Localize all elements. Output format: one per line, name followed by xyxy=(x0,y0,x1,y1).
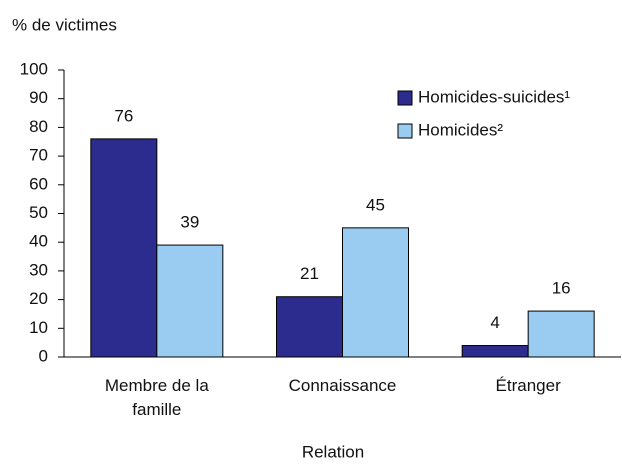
legend-label: Homicides² xyxy=(418,120,503,139)
data-label: 21 xyxy=(300,264,319,283)
data-label: 16 xyxy=(552,279,571,298)
y-tick-label: 60 xyxy=(29,174,48,193)
y-tick-label: 70 xyxy=(29,146,48,165)
y-tick-label: 90 xyxy=(29,88,48,107)
legend-label: Homicides-suicides¹ xyxy=(418,87,570,106)
bar xyxy=(461,345,529,358)
y-tick-label: 50 xyxy=(29,203,48,222)
legend-swatch xyxy=(397,90,413,106)
bar xyxy=(156,244,224,358)
y-axis-title: % de victimes xyxy=(12,15,117,34)
bar xyxy=(90,138,158,358)
data-label: 76 xyxy=(114,106,133,125)
y-tick-label: 30 xyxy=(29,260,48,279)
y-tick-label: 80 xyxy=(29,117,48,136)
data-label: 39 xyxy=(180,213,199,232)
x-tick-label: Connaissance xyxy=(288,376,397,395)
x-tick-label: Étranger xyxy=(495,376,561,395)
bar xyxy=(342,227,409,358)
legend-swatch xyxy=(397,123,413,139)
y-tick-label: 100 xyxy=(20,59,48,78)
y-tick-label: 0 xyxy=(39,346,48,365)
x-tick-label: Membre de la famille xyxy=(104,376,209,419)
x-axis-title: Relation xyxy=(302,442,364,461)
y-tick-label: 20 xyxy=(29,289,48,308)
bar xyxy=(527,310,595,358)
data-label: 4 xyxy=(490,313,499,332)
y-tick-label: 40 xyxy=(29,232,48,251)
data-label: 45 xyxy=(366,195,385,214)
bar xyxy=(276,296,343,358)
y-tick-label: 10 xyxy=(29,318,48,337)
